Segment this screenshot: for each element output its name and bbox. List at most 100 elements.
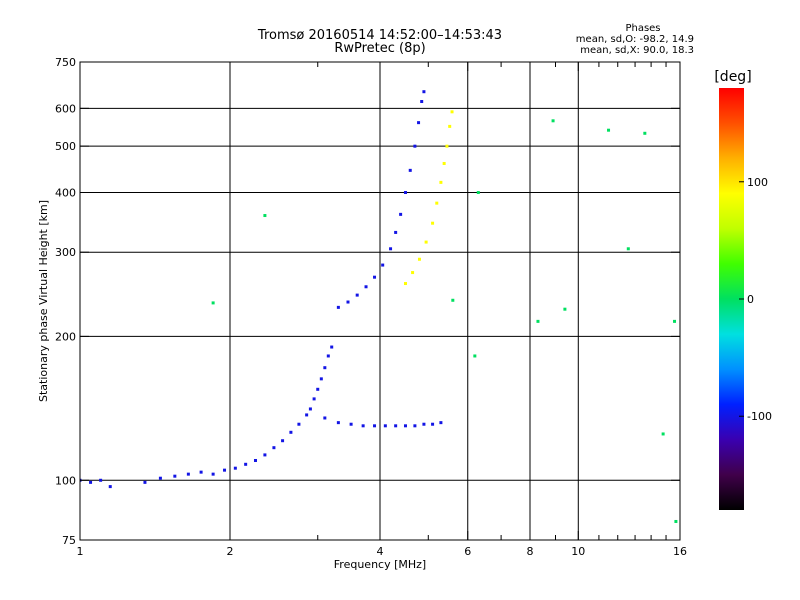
y-tick-label: 500: [55, 140, 76, 153]
echo-point: [373, 275, 377, 279]
echo-point: [383, 424, 387, 428]
echo-point: [431, 422, 435, 426]
echo-point: [319, 377, 323, 381]
echo-point: [336, 421, 340, 425]
echo-point: [346, 300, 350, 304]
echo-point: [435, 201, 439, 205]
echo-point: [536, 319, 540, 323]
echo-point: [476, 190, 480, 194]
echo-point: [263, 453, 267, 457]
echo-point: [89, 480, 93, 484]
y-tick-label: 200: [55, 330, 76, 343]
echo-point: [422, 422, 426, 426]
x-tick-label: 6: [464, 545, 471, 558]
echo-point: [233, 466, 237, 470]
echo-point: [403, 282, 407, 286]
echo-point: [607, 128, 611, 132]
echo-point: [399, 212, 403, 216]
colorbar-tick-label: 100: [747, 176, 768, 189]
echo-point: [448, 124, 452, 128]
echo-point: [442, 161, 446, 165]
y-tick-label: 750: [55, 56, 76, 69]
x-tick-label: 8: [527, 545, 534, 558]
echo-point: [661, 432, 665, 436]
echo-point: [281, 439, 285, 443]
echo-point: [413, 424, 417, 428]
echo-point: [373, 424, 377, 428]
echo-point: [323, 366, 327, 370]
chart-title: Tromsø 20160514 14:52:00–14:53:43: [257, 28, 502, 43]
echo-point: [473, 354, 477, 358]
echo-point: [297, 422, 301, 426]
y-tick-label: 300: [55, 246, 76, 259]
grid-lines: [80, 62, 680, 540]
echo-point: [403, 190, 407, 194]
echo-point: [417, 121, 421, 125]
echo-point: [223, 468, 227, 472]
echo-point: [394, 230, 398, 234]
echo-point: [308, 407, 312, 411]
echo-point: [381, 263, 385, 267]
echo-point: [389, 247, 393, 251]
echo-point: [305, 413, 309, 417]
echo-point: [411, 271, 415, 275]
echo-point: [244, 462, 248, 466]
echo-point: [422, 90, 426, 94]
echo-point: [211, 472, 215, 476]
echo-point: [364, 285, 368, 289]
echo-point: [408, 168, 412, 172]
echo-point: [643, 131, 647, 135]
echo-point: [186, 472, 190, 476]
echo-point: [361, 424, 365, 428]
echo-point: [312, 397, 316, 401]
echo-point: [326, 354, 330, 358]
echo-point: [673, 319, 677, 323]
stats-o-mode: mean, sd,O: -98.2, 14.9: [576, 34, 694, 45]
chart-subtitle: RwPretec (8p): [334, 41, 425, 56]
echo-point: [445, 144, 449, 148]
echo-point: [450, 110, 454, 114]
x-tick-label: 2: [227, 545, 234, 558]
echo-point: [394, 424, 398, 428]
x-tick-label: 10: [571, 545, 585, 558]
y-tick-label: 100: [55, 474, 76, 487]
axis-ticks: 1 2 4 6 8 10 16 75 100 200 300 400 500 600 750: [55, 56, 687, 558]
echo-points: [80, 90, 678, 523]
echo-point: [439, 421, 443, 425]
colorbar-unit-label: [deg]: [714, 69, 751, 85]
stats-heading: Phases: [625, 23, 660, 34]
y-tick-label: 75: [62, 534, 76, 547]
echo-point: [355, 293, 359, 297]
echo-point: [211, 301, 215, 305]
y-tick-label: 600: [55, 102, 76, 115]
echo-point: [439, 180, 443, 184]
echo-point: [263, 214, 267, 218]
echo-point: [551, 119, 555, 123]
echo-point: [289, 430, 293, 434]
x-tick-label: 4: [377, 545, 384, 558]
y-tick-label: 400: [55, 186, 76, 199]
echo-point: [626, 247, 630, 251]
echo-point: [674, 519, 678, 523]
echo-point: [173, 474, 177, 478]
echo-point: [451, 298, 455, 302]
x-tick-label: 16: [673, 545, 687, 558]
echo-point: [403, 424, 407, 428]
echo-point: [563, 307, 567, 311]
echo-point: [143, 480, 147, 484]
echo-point: [413, 144, 417, 148]
echo-point: [316, 387, 320, 391]
echo-point: [431, 221, 435, 225]
colorbar-ticks: 100 0 -100: [739, 176, 772, 423]
echo-point: [424, 240, 428, 244]
echo-point: [330, 345, 334, 349]
colorbar-tick-label: 0: [747, 293, 754, 306]
y-axis-label: Stationary phase Virtual Height [km]: [37, 200, 50, 402]
echo-point: [99, 478, 103, 482]
echo-point: [108, 485, 112, 489]
echo-point: [323, 416, 327, 420]
echo-point: [253, 458, 257, 462]
echo-point: [272, 446, 276, 450]
echo-point: [417, 257, 421, 261]
